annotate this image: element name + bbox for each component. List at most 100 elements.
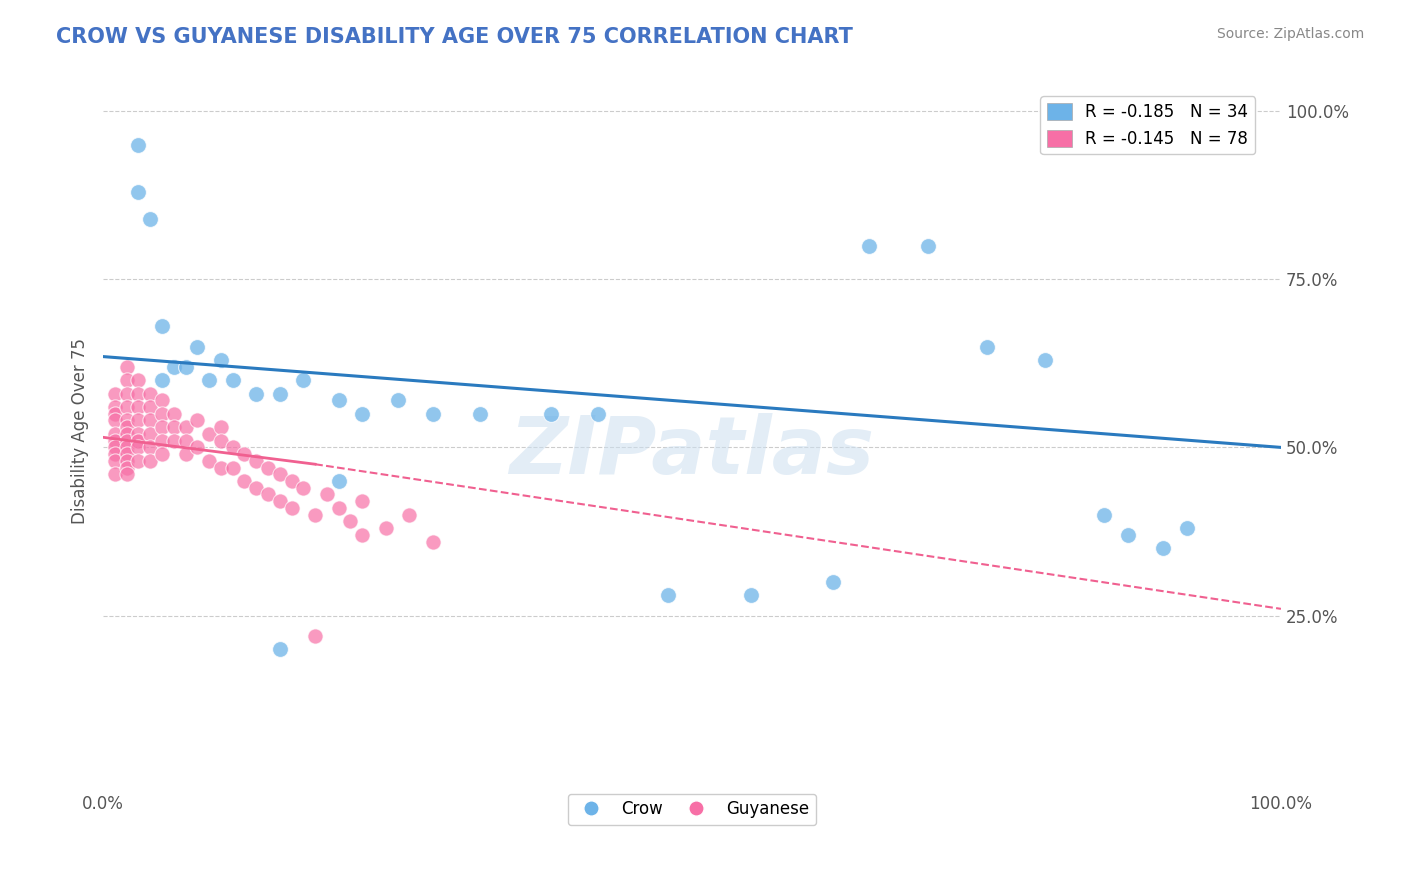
Point [104,407,127,421]
Point [127,454,149,468]
Point [104,426,127,441]
Point [163,434,186,448]
Y-axis label: Disability Age Over 75: Disability Age Over 75 [72,337,89,524]
Point [115,460,138,475]
Point [257,487,280,501]
Point [127,413,149,427]
Point [280,500,302,515]
Point [1175,521,1198,535]
Point [115,434,138,448]
Point [174,420,197,434]
Point [150,319,173,334]
Point [245,481,267,495]
Point [174,434,197,448]
Point [387,393,409,408]
Point [422,407,444,421]
Text: CROW VS GUYANESE DISABILITY AGE OVER 75 CORRELATION CHART: CROW VS GUYANESE DISABILITY AGE OVER 75 … [56,27,853,46]
Point [221,373,243,387]
Point [1035,353,1057,368]
Point [586,407,609,421]
Point [127,441,149,455]
Point [127,137,149,152]
Point [269,467,291,482]
Point [198,454,221,468]
Point [221,441,243,455]
Point [198,426,221,441]
Legend: Crow, Guyanese: Crow, Guyanese [568,794,815,825]
Point [150,393,173,408]
Point [139,400,162,414]
Point [269,494,291,508]
Point [115,426,138,441]
Point [221,460,243,475]
Point [186,413,208,427]
Text: ZIPatlas: ZIPatlas [509,413,875,491]
Point [104,386,127,401]
Point [115,420,138,434]
Point [115,359,138,374]
Point [150,373,173,387]
Point [127,373,149,387]
Point [163,407,186,421]
Point [150,434,173,448]
Point [269,642,291,657]
Point [127,400,149,414]
Point [823,574,845,589]
Point [163,359,186,374]
Point [280,474,302,488]
Point [115,441,138,455]
Point [468,407,491,421]
Point [104,454,127,468]
Point [917,238,939,252]
Point [115,400,138,414]
Point [115,386,138,401]
Point [245,386,267,401]
Point [186,339,208,353]
Point [1116,528,1139,542]
Point [352,494,374,508]
Point [150,420,173,434]
Point [352,407,374,421]
Point [209,353,232,368]
Point [186,441,208,455]
Point [292,373,315,387]
Point [115,467,138,482]
Point [150,407,173,421]
Point [127,426,149,441]
Point [115,454,138,468]
Point [127,185,149,199]
Point [209,460,232,475]
Point [115,413,138,427]
Point [316,487,339,501]
Point [292,481,315,495]
Point [104,434,127,448]
Point [104,447,127,461]
Point [104,413,127,427]
Point [269,386,291,401]
Point [352,528,374,542]
Text: Source: ZipAtlas.com: Source: ZipAtlas.com [1216,27,1364,41]
Point [174,359,197,374]
Point [115,373,138,387]
Point [328,393,350,408]
Point [233,447,256,461]
Point [657,588,679,602]
Point [422,534,444,549]
Point [139,441,162,455]
Point [304,629,326,643]
Point [104,400,127,414]
Point [304,508,326,522]
Point [233,474,256,488]
Point [1152,541,1174,556]
Point [209,434,232,448]
Point [328,500,350,515]
Point [976,339,998,353]
Point [139,211,162,226]
Point [858,238,880,252]
Point [174,447,197,461]
Point [139,386,162,401]
Point [245,454,267,468]
Point [139,454,162,468]
Point [104,467,127,482]
Point [139,413,162,427]
